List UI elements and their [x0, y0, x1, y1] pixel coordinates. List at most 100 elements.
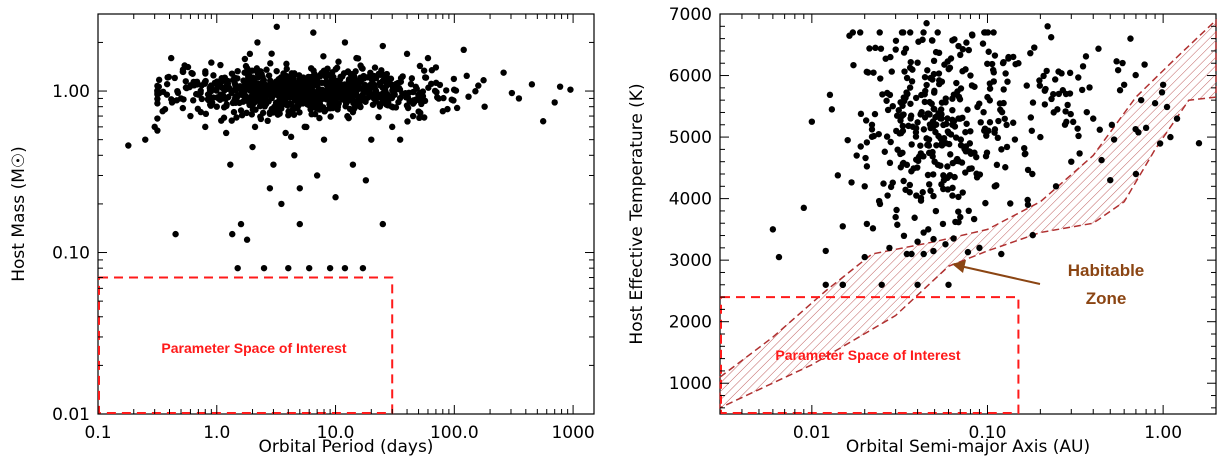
data-point: [907, 29, 914, 36]
data-point: [907, 100, 914, 107]
data-point: [940, 121, 947, 129]
data-point: [254, 80, 261, 87]
data-point: [1098, 156, 1105, 164]
data-point: [439, 108, 447, 115]
x-tick-label: 0.10: [969, 423, 1007, 443]
data-point: [1054, 106, 1061, 113]
data-point: [232, 82, 239, 89]
data-point: [930, 235, 937, 243]
data-point: [940, 172, 947, 179]
data-point: [246, 50, 254, 58]
data-point: [267, 60, 274, 67]
data-point: [980, 108, 987, 116]
data-point: [1036, 82, 1044, 89]
data-point: [933, 142, 940, 149]
data-point: [1041, 101, 1049, 108]
data-point: [296, 185, 303, 192]
data-point: [248, 87, 255, 94]
data-point: [1024, 196, 1031, 204]
y-tick-label: 4000: [669, 190, 712, 210]
data-point: [889, 179, 896, 186]
data-point: [347, 76, 354, 83]
data-point: [1027, 49, 1034, 57]
data-point: [253, 86, 261, 94]
data-point: [320, 136, 328, 143]
data-point: [179, 104, 187, 112]
habitable-zone-label-1: Habitable: [1068, 261, 1145, 280]
data-point: [983, 149, 991, 156]
data-point: [775, 253, 783, 261]
data-point: [195, 91, 202, 98]
data-point: [273, 67, 280, 75]
data-point: [920, 250, 927, 258]
data-point: [263, 66, 270, 73]
data-point: [769, 226, 777, 233]
data-point: [172, 230, 179, 238]
data-point: [941, 61, 948, 68]
data-point: [907, 58, 914, 66]
data-point: [240, 77, 247, 84]
data-point: [878, 281, 885, 288]
data-point: [194, 105, 202, 113]
data-point: [264, 88, 271, 95]
data-point: [269, 88, 277, 95]
data-point: [327, 113, 334, 120]
data-point: [278, 200, 285, 208]
data-point: [1090, 115, 1097, 122]
data-point: [844, 136, 851, 144]
host-mass-vs-period-chart: 0.1 1.0 10.0 100.0 1000 0.01 0.10 1.00 Orbital …: [9, 13, 595, 457]
data-point: [949, 192, 956, 199]
x-tick-label: 1000: [551, 423, 594, 443]
data-point: [967, 128, 974, 135]
data-point: [952, 91, 959, 98]
data-point: [384, 102, 392, 109]
data-point: [883, 97, 890, 104]
data-point: [290, 111, 298, 118]
data-point: [863, 163, 871, 170]
data-point: [955, 193, 962, 201]
data-point: [368, 136, 375, 143]
data-point: [275, 76, 282, 83]
data-point: [342, 103, 349, 110]
habitable-zone-arrowhead: [952, 260, 966, 273]
data-point: [202, 123, 209, 131]
data-point: [1064, 101, 1071, 109]
data-point: [1113, 58, 1120, 65]
data-point: [919, 189, 926, 196]
data-point: [857, 110, 865, 118]
data-point: [1076, 150, 1083, 157]
data-point: [965, 46, 972, 54]
data-point: [377, 71, 384, 78]
data-point: [800, 204, 808, 212]
data-point: [949, 106, 956, 114]
data-point: [920, 126, 928, 133]
data-point: [949, 121, 956, 128]
data-point: [930, 247, 937, 255]
data-point: [871, 110, 879, 118]
data-point: [349, 84, 356, 92]
data-point: [310, 29, 317, 36]
data-point: [416, 62, 424, 70]
x-tick-label: 10.0: [317, 423, 355, 443]
data-point: [301, 123, 308, 131]
data-point: [957, 213, 964, 221]
data-point: [1086, 84, 1093, 91]
data-point: [950, 235, 957, 242]
data-point: [480, 77, 487, 84]
data-point: [271, 103, 278, 111]
data-point: [360, 88, 368, 95]
data-point: [928, 37, 936, 44]
data-point: [333, 64, 341, 71]
data-point: [822, 281, 829, 288]
data-point: [317, 71, 324, 78]
data-point: [998, 146, 1005, 153]
data-point: [925, 226, 932, 233]
data-point: [930, 171, 937, 178]
data-point: [265, 98, 272, 105]
data-point: [1028, 127, 1036, 134]
data-point: [945, 65, 952, 73]
y-tick-label: 6000: [669, 67, 712, 87]
data-point: [297, 82, 304, 89]
data-point: [986, 119, 994, 126]
data-point: [371, 64, 379, 71]
